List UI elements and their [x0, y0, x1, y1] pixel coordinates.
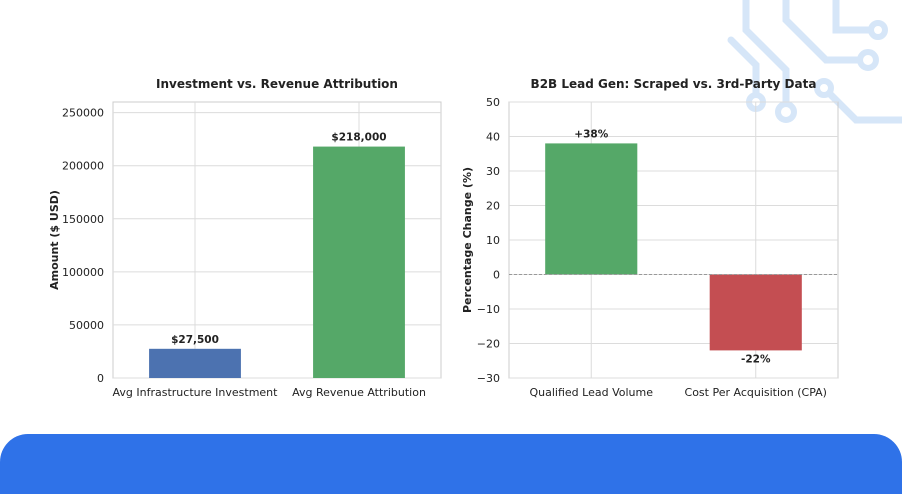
circuit-decoration [727, 0, 902, 124]
y-tick-label: 100000 [62, 266, 104, 279]
y-tick-label: 40 [486, 131, 500, 144]
data-label: $27,500 [171, 334, 219, 346]
x-tick-label: Qualified Lead Volume [530, 386, 654, 399]
y-tick-label: 50000 [69, 319, 104, 332]
x-tick-label: Cost Per Acquisition (CPA) [685, 386, 827, 399]
y-tick-label: −10 [477, 303, 500, 316]
y-tick-label: 150000 [62, 213, 104, 226]
data-label: +38% [574, 128, 608, 140]
y-tick-label: 250000 [62, 107, 104, 120]
bar-1 [545, 143, 638, 275]
x-tick-label: Avg Infrastructure Investment [113, 386, 279, 399]
bar-2 [313, 146, 405, 378]
y-tick-label: 50 [486, 96, 500, 109]
bar-1 [149, 348, 241, 378]
y-tick-label: 0 [97, 372, 104, 385]
data-label: -22% [741, 353, 771, 365]
y-tick-label: 30 [486, 165, 500, 178]
y-tick-label: 200000 [62, 160, 104, 173]
y-tick-label: 0 [493, 269, 500, 282]
bar-2 [709, 274, 802, 351]
chart-title: B2B Lead Gen: Scraped vs. 3rd-Party Data [531, 77, 817, 91]
footer-band [0, 434, 902, 494]
y-axis-label: Percentage Change (%) [461, 167, 474, 313]
data-label: $218,000 [331, 132, 386, 144]
y-tick-label: −30 [477, 372, 500, 385]
y-tick-label: −20 [477, 338, 500, 351]
x-tick-label: Avg Revenue Attribution [292, 386, 426, 399]
charts-canvas: 0 50000 100000 150000 200000 250000 $27,500 $21… [48, 77, 839, 399]
chart-title: Investment vs. Revenue Attribution [156, 77, 398, 91]
y-axis-label: Amount ($ USD) [48, 190, 61, 290]
y-tick-label: 10 [486, 234, 500, 247]
y-tick-label: 20 [486, 200, 500, 213]
